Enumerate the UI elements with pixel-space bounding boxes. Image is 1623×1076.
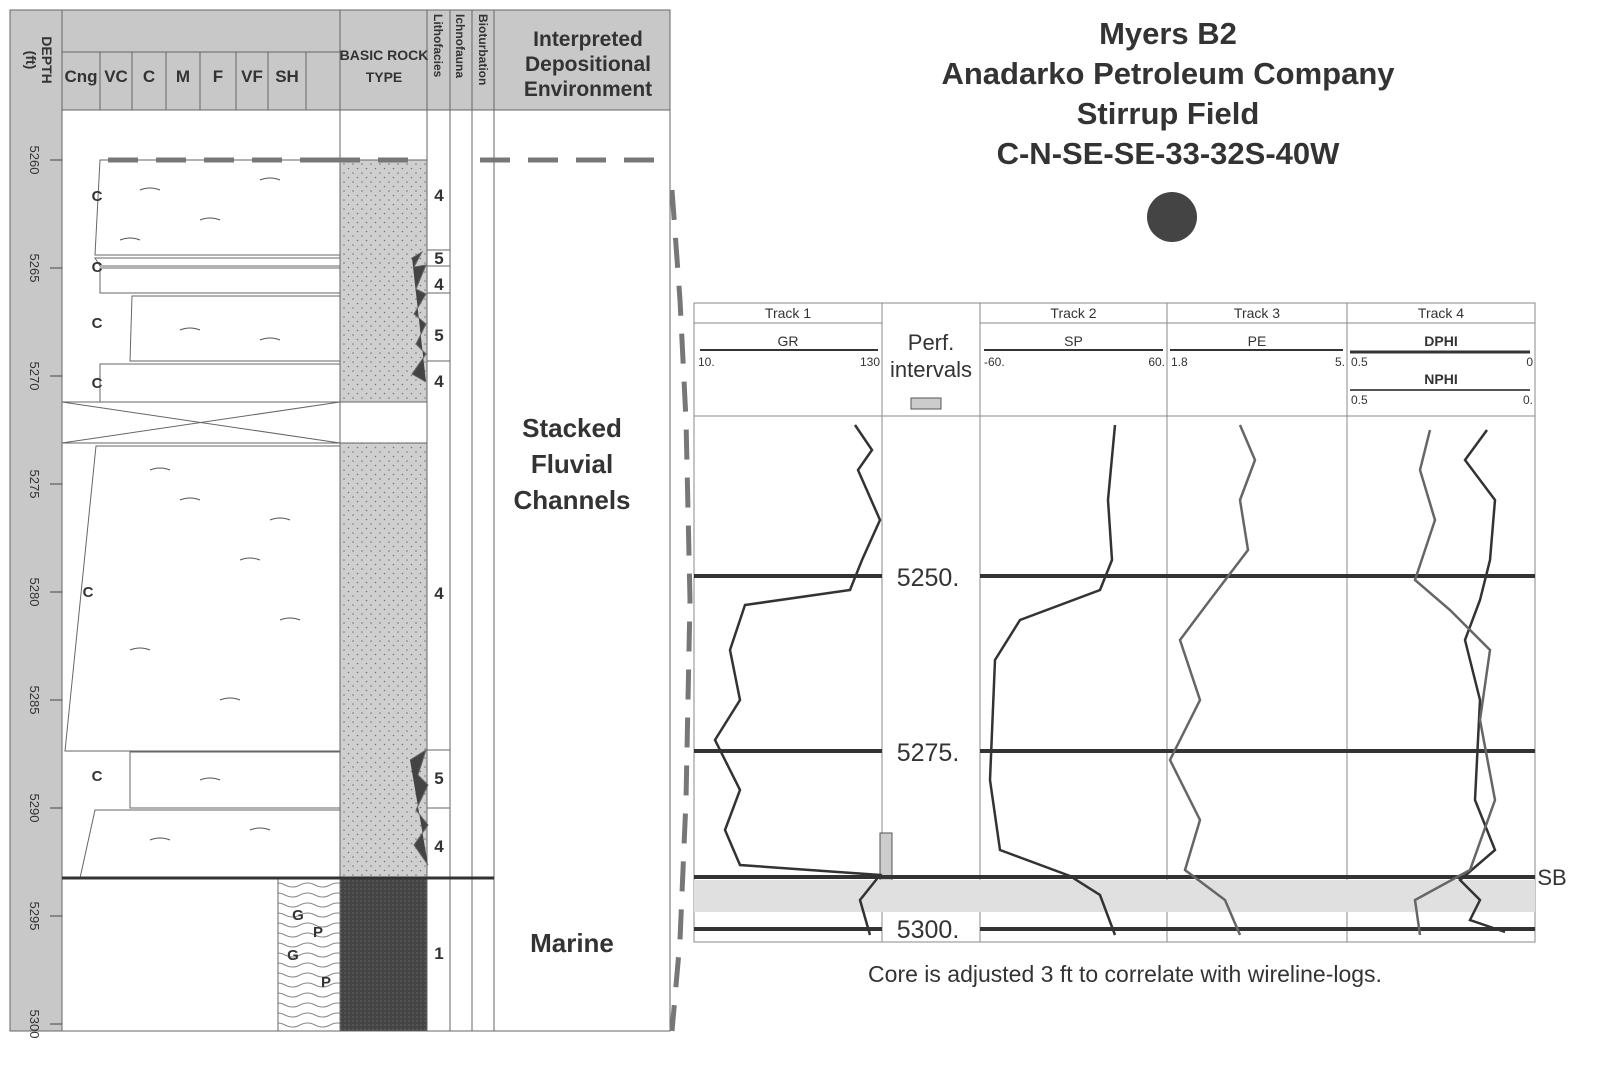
environment-title: Interpreted <box>533 28 643 51</box>
depth-label: 5295 <box>27 902 42 931</box>
grain-label: P <box>313 924 323 941</box>
grain-size-label: M <box>176 67 190 86</box>
log-panel <box>694 303 1535 942</box>
curve-name: NPHI <box>1424 371 1457 387</box>
scale-right: 60. <box>1148 355 1165 369</box>
log-depth-mark: 5250. <box>897 564 960 592</box>
grain-label: P <box>321 974 331 991</box>
rock-type-title: BASIC ROCK <box>340 47 429 63</box>
environment-label: Fluvial <box>531 449 613 479</box>
environment-label: Marine <box>530 928 614 958</box>
column-title: Bioturbation <box>476 14 490 85</box>
log-depth-mark: 5300. <box>897 916 960 944</box>
scale-left: 0.5 <box>1351 393 1368 407</box>
core-column <box>10 10 670 1031</box>
grain-label: G <box>287 947 299 964</box>
scale-right: 0. <box>1523 393 1533 407</box>
scale-left: 10. <box>698 355 715 369</box>
grain-size-label: VF <box>241 67 263 86</box>
title-line: Stirrup Field <box>1077 96 1260 131</box>
caption: Core is adjusted 3 ft to correlate with … <box>868 961 1382 987</box>
perf-title: Perf. <box>908 330 954 355</box>
environment-label: Channels <box>513 485 630 515</box>
scale-left: 0.5 <box>1351 355 1368 369</box>
track-name: Track 4 <box>1418 305 1464 321</box>
grain-size-label: Cng <box>64 67 97 86</box>
grain-size-label: VC <box>104 67 128 86</box>
depth-label: 5300 <box>27 1010 42 1039</box>
scale-left: 1.8 <box>1171 355 1188 369</box>
lithofacies-label: 4 <box>434 837 444 856</box>
curve-name: DPHI <box>1424 333 1457 349</box>
lithofacies-label: 4 <box>434 275 444 294</box>
grain-label: C <box>92 375 103 392</box>
grain-label: C <box>83 584 94 601</box>
depth-title: DEPTH <box>39 36 55 83</box>
grain-label: G <box>292 907 304 924</box>
grain-label: C <box>92 188 103 205</box>
depth-label: 5275 <box>27 470 42 499</box>
depth-label: 5270 <box>27 362 42 391</box>
lithofacies-label: 4 <box>434 186 444 205</box>
scale-left: -60. <box>984 355 1005 369</box>
track-name: Track 2 <box>1050 305 1096 321</box>
environment-title: Depositional <box>525 53 651 76</box>
depth-unit: (ft) <box>23 51 39 70</box>
column-title: Ichnofauna <box>453 14 467 78</box>
depth-label: 5285 <box>27 686 42 715</box>
grain-label: C <box>92 768 103 785</box>
perf-title: intervals <box>890 357 972 382</box>
depth-label: 5265 <box>27 254 42 283</box>
track-name: Track 1 <box>765 305 811 321</box>
depth-label: 5260 <box>27 146 42 175</box>
lithofacies-label: 5 <box>434 249 443 268</box>
depth-label: 5280 <box>27 578 42 607</box>
scale-right: 0 <box>1526 355 1533 369</box>
well-symbol <box>1147 192 1197 242</box>
lithofacies-label: 4 <box>434 372 444 391</box>
log-depth-mark: 5275. <box>897 739 960 767</box>
curve-name: PE <box>1248 333 1267 349</box>
title-line: Myers B2 <box>1099 16 1237 51</box>
grain-size-label: F <box>213 67 223 86</box>
curve-name: GR <box>778 333 799 349</box>
figure: Myers B2 Anadarko Petroleum Company Stirru… <box>0 0 1623 1071</box>
grain-label: C <box>92 315 103 332</box>
grain-size-label: SH <box>275 67 299 86</box>
track-name: Track 3 <box>1234 305 1280 321</box>
boundary-label: SB <box>1537 865 1566 890</box>
curve-name: SP <box>1064 333 1083 349</box>
grain-label: C <box>92 259 103 276</box>
lithofacies-label: 1 <box>434 944 443 963</box>
environment-title: Environment <box>524 78 652 101</box>
lithofacies-label: 4 <box>434 584 444 603</box>
grain-size-label: C <box>143 67 155 86</box>
title-line: C-N-SE-SE-33-32S-40W <box>997 136 1341 171</box>
rock-type-title: TYPE <box>366 69 403 85</box>
column-title: Lithofacies <box>431 14 445 78</box>
lithofacies-label: 5 <box>434 326 443 345</box>
title-line: Anadarko Petroleum Company <box>941 56 1395 91</box>
depth-label: 5290 <box>27 794 42 823</box>
page: Myers B2 Anadarko Petroleum Company Stirru… <box>0 0 1623 1076</box>
scale-right: 130 <box>860 355 880 369</box>
scale-right: 5. <box>1335 355 1345 369</box>
lithofacies-label: 5 <box>434 769 443 788</box>
environment-label: Stacked <box>522 413 622 443</box>
